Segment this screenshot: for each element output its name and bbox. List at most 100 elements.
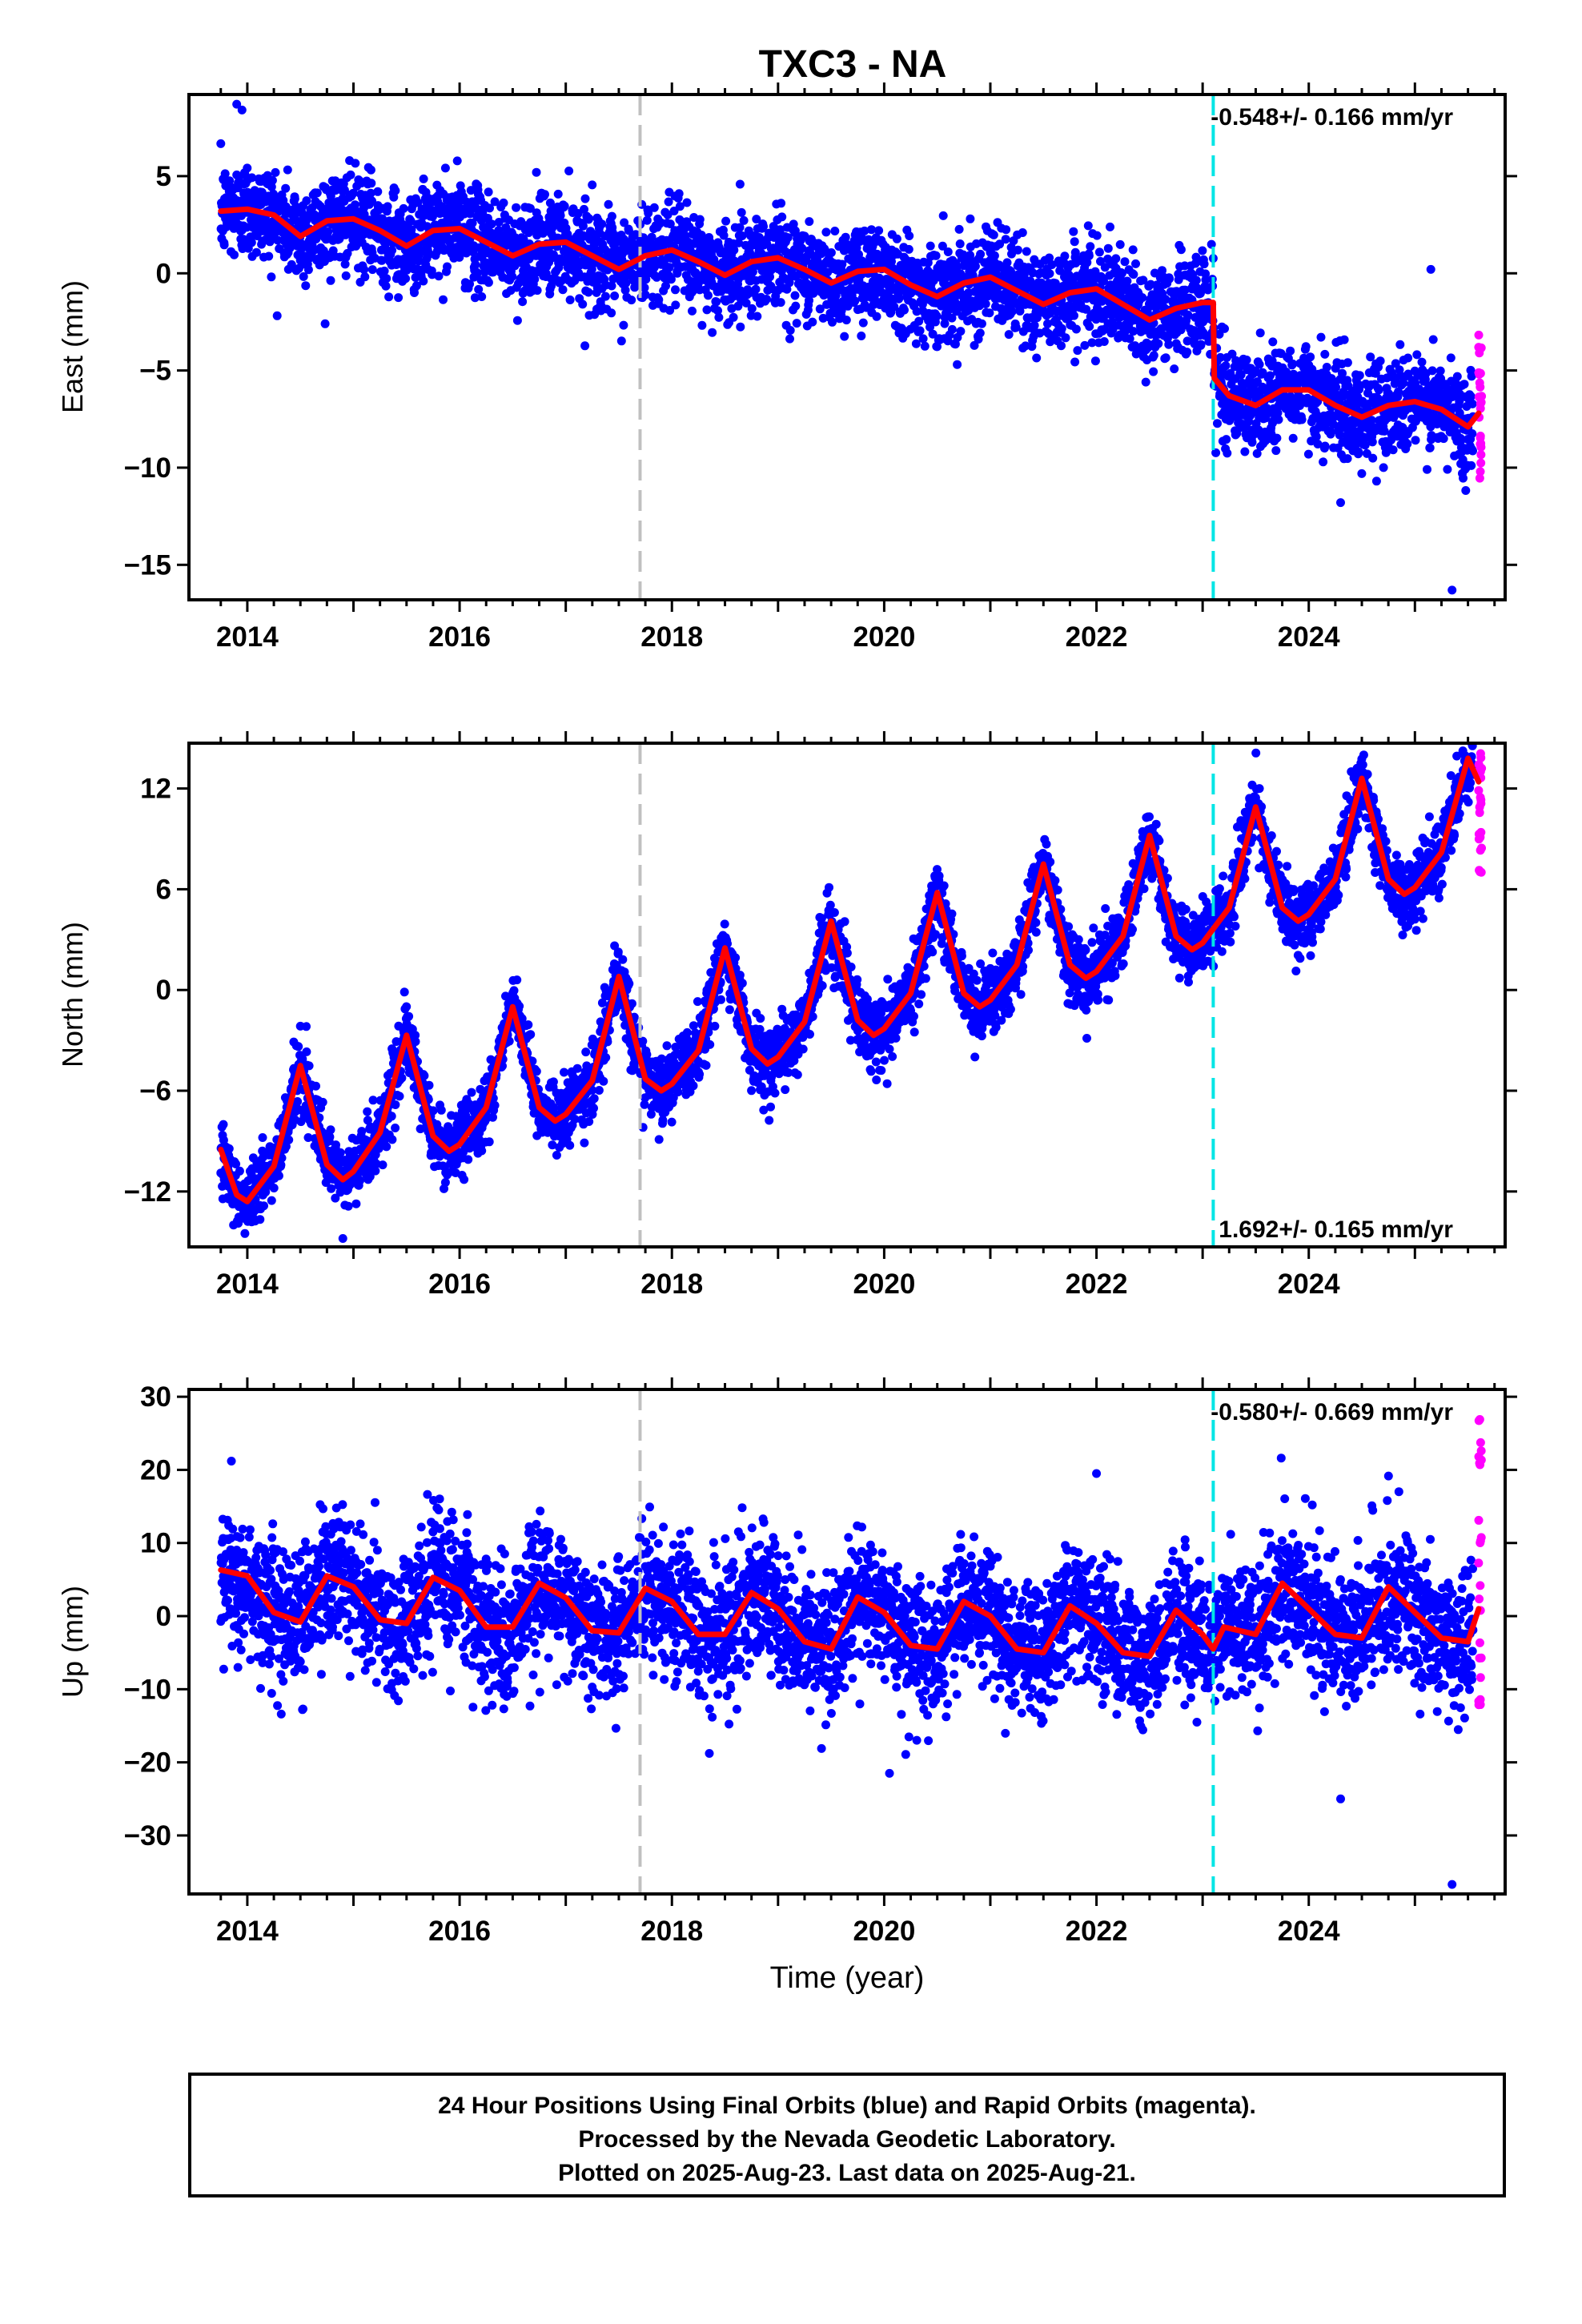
east-final-orbit-point [976, 249, 986, 259]
east-final-orbit-point [1117, 268, 1126, 278]
east-final-orbit-point [1395, 340, 1405, 349]
east-final-orbit-point [790, 226, 800, 235]
east-final-orbit-point [830, 227, 840, 235]
east-final-orbit-point [452, 156, 462, 166]
east-model-fit-line [218, 206, 1482, 430]
east-plot-frame [187, 93, 1507, 601]
east-final-orbit-point [1357, 468, 1367, 478]
east-final-orbit-point [556, 211, 565, 220]
east-final-orbit-point [1164, 340, 1174, 349]
east-x-tick-label: 2020 [853, 621, 915, 653]
east-final-orbit-point [1343, 358, 1352, 368]
east-final-orbit-point [377, 255, 387, 265]
east-final-orbit-point [578, 221, 588, 231]
east-final-orbit-point [1379, 426, 1389, 436]
north-final-orbit-point [258, 1133, 267, 1142]
east-final-orbit-point [604, 199, 613, 209]
north-final-orbit-point [235, 1166, 244, 1176]
east-final-orbit-point [439, 295, 448, 304]
east-final-orbit-point [777, 212, 787, 222]
east-final-orbit-point [828, 317, 837, 327]
east-final-orbit-point [1045, 253, 1054, 263]
east-final-orbit-point [1158, 266, 1166, 275]
east-y-tick-label: 5 [156, 161, 171, 192]
north-final-orbit-point [363, 1107, 372, 1116]
east-final-orbit-point [821, 227, 831, 237]
east-final-orbit-point [649, 203, 659, 212]
east-final-orbit-point [621, 279, 631, 287]
east-final-orbit-point [499, 198, 508, 207]
east-final-orbit-point [1255, 328, 1265, 338]
east-final-orbit-point [474, 284, 484, 294]
north-final-orbit-point [255, 1215, 265, 1224]
north-final-orbit-point [240, 1228, 250, 1238]
east-final-orbit-point [1242, 356, 1251, 364]
east-final-orbit-point [470, 293, 480, 303]
east-final-orbit-point [620, 218, 629, 227]
east-final-orbit-point [729, 245, 739, 255]
east-final-orbit-point [1103, 243, 1113, 253]
east-final-orbit-point [485, 203, 494, 213]
east-final-orbit-point [1199, 259, 1209, 269]
east-final-orbit-point [243, 163, 252, 173]
east-final-orbit-point [560, 201, 569, 211]
east-final-orbit-point [671, 285, 680, 295]
east-final-orbit-point [688, 306, 697, 316]
east-final-orbit-point [366, 188, 375, 198]
east-final-orbit-point [1417, 357, 1427, 367]
east-final-orbit-point [1267, 356, 1277, 366]
east-final-orbit-point [525, 203, 535, 213]
east-final-orbit-point [714, 312, 724, 322]
east-final-orbit-point [981, 300, 990, 308]
east-final-orbit-point [1388, 445, 1398, 455]
east-final-orbit-point [1213, 419, 1222, 428]
east-final-orbit-point [1403, 439, 1412, 448]
east-final-orbit-point [966, 214, 975, 223]
east-final-orbit-point [719, 231, 729, 240]
east-final-orbit-point [1258, 368, 1267, 377]
north-final-orbit-point [311, 1081, 320, 1091]
east-final-orbit-point [850, 296, 860, 306]
east-final-orbit-point [232, 99, 242, 109]
east-final-orbit-point [1149, 367, 1158, 376]
north-final-orbit-point [274, 1171, 283, 1180]
east-final-orbit-point [382, 274, 391, 283]
east-final-orbit-point [1322, 363, 1331, 372]
north-final-orbit-point [231, 1160, 241, 1168]
east-final-orbit-point [953, 360, 962, 369]
east-final-orbit-point [1286, 346, 1295, 356]
east-x-tick-label: 2016 [428, 621, 491, 653]
east-final-orbit-point [607, 308, 616, 318]
east-final-orbit-point [1394, 387, 1403, 396]
east-final-orbit-point [747, 304, 757, 313]
east-final-orbit-point [1013, 245, 1022, 255]
east-final-orbit-point [484, 187, 493, 197]
east-final-orbit-point [1071, 324, 1081, 334]
east-final-orbit-point [735, 179, 745, 189]
east-final-orbit-point [675, 202, 685, 211]
east-final-orbit-point [1198, 246, 1207, 255]
east-final-orbit-point [1425, 443, 1435, 452]
east-final-orbit-point [1223, 448, 1232, 458]
east-final-orbit-point [580, 341, 590, 351]
east-final-orbit-point [712, 297, 721, 307]
east-final-orbit-point [1447, 585, 1457, 595]
east-final-orbit-point [320, 319, 330, 328]
east-final-orbit-point [947, 313, 957, 323]
east-final-orbit-point [309, 246, 319, 255]
east-final-orbit-point [1427, 366, 1437, 376]
east-final-orbit-point [367, 179, 376, 188]
east-rapid-orbit-point [1474, 330, 1484, 340]
east-final-orbit-point [1297, 415, 1307, 424]
east-final-orbit-point [808, 317, 817, 327]
east-final-orbit-point [1328, 420, 1338, 429]
east-final-orbit-point [995, 239, 1005, 249]
east-final-orbit-point [1018, 228, 1027, 237]
east-final-orbit-point [837, 259, 847, 269]
east-final-orbit-point [1183, 310, 1193, 320]
east-final-orbit-point [530, 275, 540, 284]
east-final-orbit-point [858, 318, 868, 328]
east-final-orbit-point [1468, 429, 1477, 438]
east-final-orbit-point [1456, 436, 1466, 445]
east-final-orbit-point [1232, 428, 1242, 438]
